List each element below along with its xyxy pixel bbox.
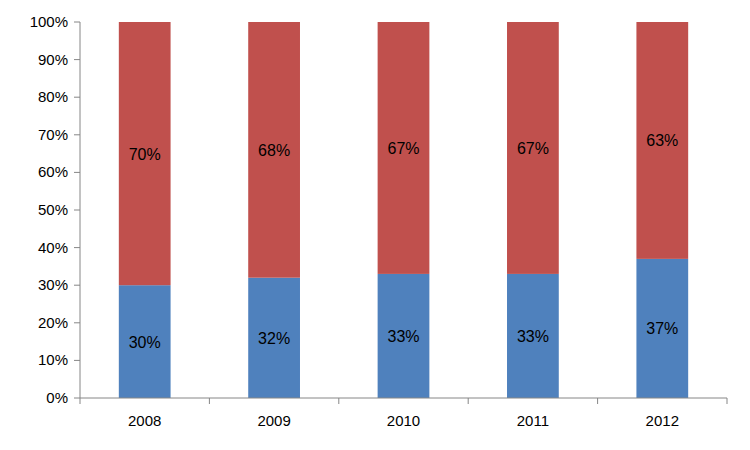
chart-svg: 30% 32% 33% 33% 37% 70% 68% 67% 67% 63% 0% 10% 20% 30… (0, 0, 750, 450)
bar-segment (248, 22, 300, 278)
x-tick-label: 2010 (387, 412, 420, 429)
y-tick-label: 60% (38, 163, 68, 180)
bar-segment (248, 278, 300, 398)
chart-container: 30% 32% 33% 33% 37% 70% 68% 67% 67% 63% 0% 10% 20% 30… (0, 0, 750, 450)
bar-segment (378, 274, 430, 398)
x-tick (727, 398, 728, 404)
x-axis-line (80, 398, 727, 399)
bar-segment (119, 285, 171, 398)
data-label: 67% (387, 140, 419, 157)
bar-segment (636, 259, 688, 398)
x-tick (80, 398, 81, 404)
y-tick (74, 97, 80, 98)
y-tick (74, 134, 80, 135)
x-tick-label: 2009 (257, 412, 290, 429)
data-label: 33% (517, 328, 549, 345)
bar-segment (119, 22, 171, 285)
y-tick-label: 40% (38, 239, 68, 256)
y-tick (74, 285, 80, 286)
y-tick (74, 398, 80, 399)
y-tick-label: 10% (38, 351, 68, 368)
data-label: 33% (387, 328, 419, 345)
data-label: 68% (258, 142, 290, 159)
y-tick (74, 322, 80, 323)
x-tick (209, 398, 210, 404)
bars (119, 22, 688, 398)
y-tick (74, 22, 80, 23)
data-label: 63% (646, 132, 678, 149)
y-tick (74, 172, 80, 173)
bar-segment (378, 22, 430, 274)
data-labels: 30% 32% 33% 33% 37% 70% 68% 67% 67% 63% (129, 132, 679, 350)
data-label: 70% (129, 146, 161, 163)
y-tick (74, 59, 80, 60)
data-label: 32% (258, 330, 290, 347)
y-tick-label: 0% (46, 389, 68, 406)
y-tick-label: 70% (38, 126, 68, 143)
bar-segment (507, 274, 559, 398)
data-label: 30% (129, 334, 161, 351)
y-tick (74, 210, 80, 211)
y-tick-label: 100% (30, 13, 68, 30)
x-tick-label: 2008 (128, 412, 161, 429)
y-tick (74, 360, 80, 361)
y-tick (74, 247, 80, 248)
y-tick-label: 30% (38, 276, 68, 293)
x-tick (468, 398, 469, 404)
bar-segment (636, 22, 688, 259)
y-tick-label: 20% (38, 314, 68, 331)
x-tick-label: 2012 (646, 412, 679, 429)
y-tick-label: 80% (38, 88, 68, 105)
x-tick (597, 398, 598, 404)
axes: 0% 10% 20% 30% 40% 50% 60% 70% 80% 90% 100% 2008 200… (30, 13, 727, 429)
bar-segment (507, 22, 559, 274)
x-tick (338, 398, 339, 404)
x-tick-label: 2011 (517, 412, 549, 429)
data-label: 67% (517, 140, 549, 157)
y-tick-label: 90% (38, 51, 68, 68)
y-tick-label: 50% (38, 201, 68, 218)
data-label: 37% (646, 320, 678, 337)
